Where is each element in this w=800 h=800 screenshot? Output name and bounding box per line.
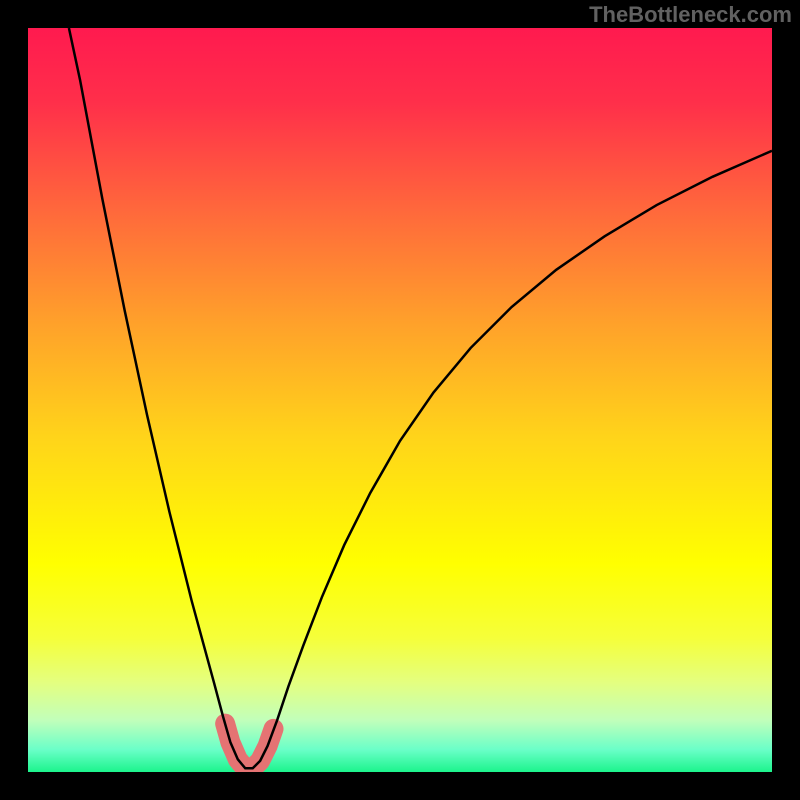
watermark-label: TheBottleneck.com <box>589 2 792 28</box>
chart-container: TheBottleneck.com <box>0 0 800 800</box>
bottleneck-chart <box>0 0 800 800</box>
gradient-background <box>28 28 772 772</box>
